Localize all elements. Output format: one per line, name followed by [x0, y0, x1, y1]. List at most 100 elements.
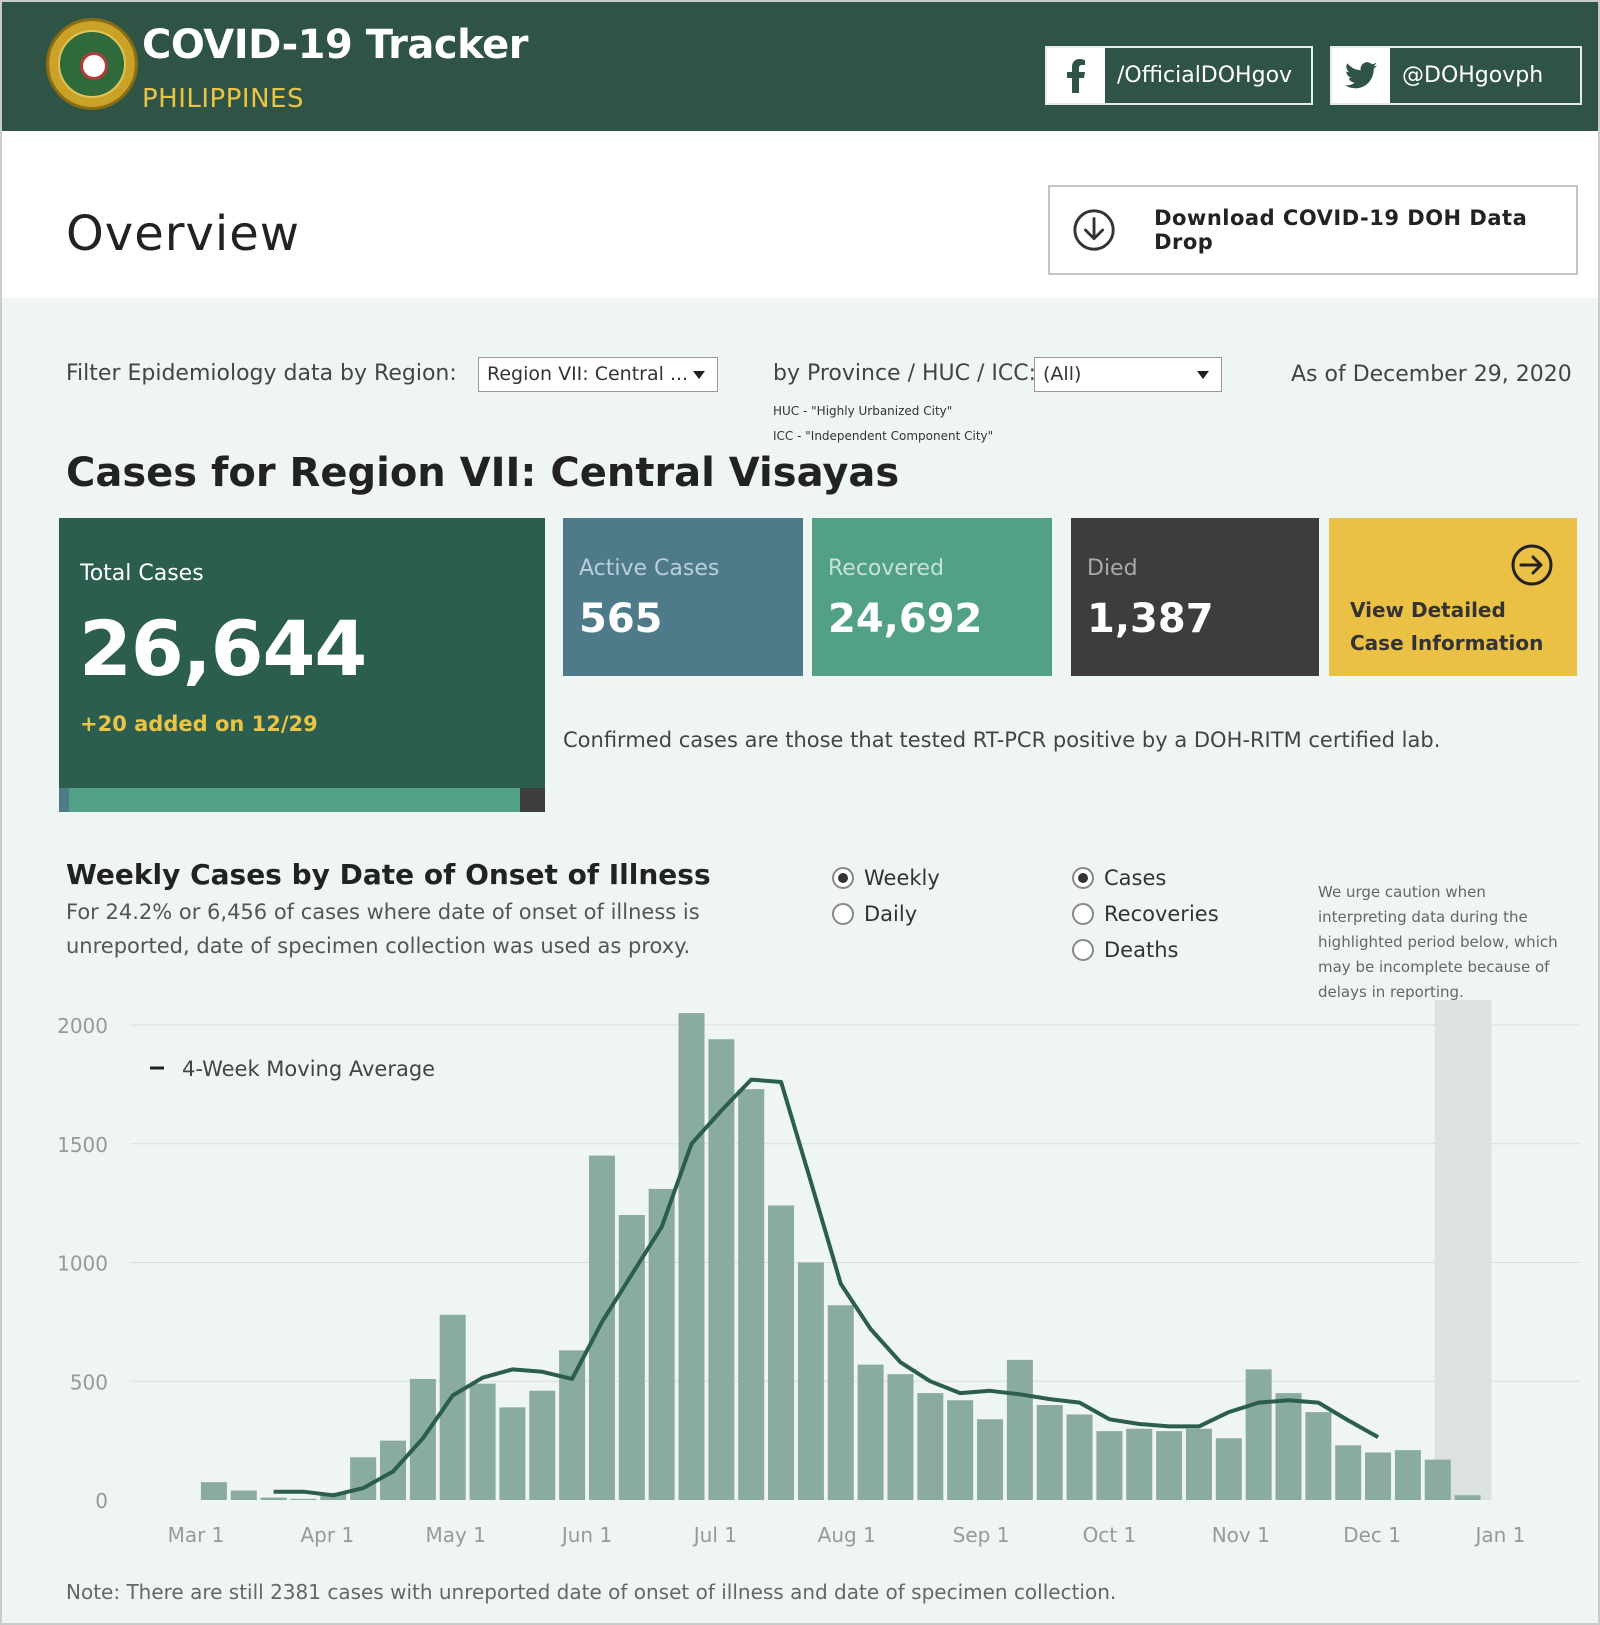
moving-average-line: [273, 1077, 1380, 1498]
radio-deaths[interactable]: Deaths: [1072, 938, 1178, 962]
died-value: 1,387: [1087, 596, 1214, 642]
weekly-cases-bar: [1335, 1445, 1362, 1500]
radio-deaths-label: Deaths: [1104, 938, 1179, 962]
died-card: Died 1,387: [1071, 518, 1319, 676]
radio-unselected-icon: [1072, 903, 1094, 925]
reporting-caution-note: We urge caution when interpreting data d…: [1318, 880, 1568, 1005]
province-dropdown[interactable]: (All): [1034, 357, 1222, 392]
cases-heading: Cases for Region VII: Central Visayas: [66, 450, 900, 496]
weekly-cases-bar: [917, 1393, 944, 1500]
weekly-cases-bar: [1424, 1459, 1451, 1500]
region-dropdown[interactable]: Region VII: Central ...: [478, 357, 718, 392]
cases-added-note: +20 added on 12/29: [80, 712, 318, 736]
weekly-cases-bar: [1454, 1495, 1481, 1500]
as-of-date: As of December 29, 2020: [1291, 362, 1572, 387]
total-cases-value: 26,644: [79, 604, 367, 693]
weekly-cases-bar: [827, 1305, 854, 1500]
radio-cases[interactable]: Cases: [1072, 866, 1166, 890]
x-tick-label: Mar 1: [168, 1523, 225, 1547]
twitter-icon: [1332, 48, 1390, 103]
weekly-chart-subtitle-line2: unreported, date of specimen collection …: [66, 934, 691, 958]
radio-selected-icon: [832, 867, 854, 889]
radio-cases-label: Cases: [1104, 866, 1167, 890]
facebook-link[interactable]: /OfficialDOHgov: [1045, 46, 1313, 105]
recovered-label: Recovered: [828, 556, 945, 581]
caution-line: highlighted period below, which: [1318, 933, 1558, 951]
active-cases-label: Active Cases: [579, 556, 720, 581]
weekly-cases-bar: [1245, 1369, 1272, 1500]
chevron-down-icon: [693, 371, 705, 379]
weekly-cases-bar: [1305, 1412, 1332, 1500]
x-tick-label: Sep 1: [953, 1523, 1010, 1547]
active-cases-card: Active Cases 565: [563, 518, 803, 676]
weekly-cases-bar: [1006, 1359, 1033, 1500]
x-tick-label: Oct 1: [1083, 1523, 1137, 1547]
weekly-cases-bar: [768, 1205, 795, 1500]
x-tick-label: Jun 1: [560, 1523, 612, 1547]
facebook-handle: /OfficialDOHgov: [1117, 63, 1293, 88]
incomplete-period-highlight: [1434, 1000, 1492, 1500]
weekly-cases-bar: [1275, 1393, 1302, 1500]
icc-definition: ICC - "Independent Component City": [773, 429, 994, 443]
caution-line: delays in reporting.: [1318, 983, 1464, 1001]
y-tick-label: 1500: [57, 1133, 108, 1157]
view-detailed-case-button[interactable]: View Detailed Case Information: [1329, 518, 1577, 676]
x-tick-label: Aug 1: [818, 1523, 876, 1547]
weekly-cases-bar: [857, 1364, 884, 1500]
app-header: COVID-19 Tracker PHILIPPINES /OfficialDO…: [2, 2, 1598, 131]
active-cases-value: 565: [579, 596, 663, 642]
twitter-link[interactable]: @DOHgovph: [1330, 46, 1582, 105]
page-title: Overview: [66, 206, 300, 262]
view-detailed-label-line1: View Detailed: [1350, 598, 1506, 622]
confirmed-definition: Confirmed cases are those that tested RT…: [563, 728, 1441, 752]
weekly-cases-bar: [350, 1457, 377, 1500]
recovered-card: Recovered 24,692: [812, 518, 1052, 676]
arrow-right-circle-icon: [1511, 544, 1553, 586]
radio-weekly[interactable]: Weekly: [832, 866, 940, 890]
weekly-chart-title: Weekly Cases by Date of Onset of Illness: [66, 858, 711, 891]
weekly-cases-bar: [887, 1374, 914, 1500]
caution-line: interpreting data during the: [1318, 908, 1528, 926]
case-breakdown-bar: [59, 788, 545, 812]
weekly-cases-bar: [977, 1419, 1004, 1500]
y-tick-label: 500: [70, 1370, 108, 1394]
y-tick-label: 2000: [57, 1014, 108, 1038]
weekly-cases-bar: [1394, 1450, 1421, 1500]
weekly-cases-bar: [1066, 1414, 1093, 1500]
app-title: COVID-19 Tracker: [142, 22, 528, 68]
weekly-cases-bar: [200, 1482, 227, 1500]
download-label: Download COVID-19 DOH Data Drop: [1154, 206, 1528, 254]
weekly-cases-bar: [947, 1400, 974, 1500]
caution-line: may be incomplete because of: [1318, 958, 1550, 976]
total-cases-label: Total Cases: [80, 561, 204, 586]
radio-daily[interactable]: Daily: [832, 902, 917, 926]
weekly-cases-bar: [1126, 1428, 1153, 1500]
weekly-cases-bar: [1215, 1438, 1242, 1500]
twitter-handle: @DOHgovph: [1402, 63, 1544, 88]
weekly-cases-bar: [469, 1383, 496, 1500]
weekly-cases-bar: [1036, 1405, 1063, 1500]
weekly-cases-bar: [678, 1013, 705, 1500]
region-dropdown-value: Region VII: Central ...: [487, 363, 689, 385]
x-tick-label: Nov 1: [1212, 1523, 1270, 1547]
radio-selected-icon: [1072, 867, 1094, 889]
x-tick-label: Jan 1: [1473, 1523, 1525, 1547]
total-cases-card: Total Cases 26,644 +20 added on 12/29: [59, 518, 545, 788]
weekly-cases-bar: [1185, 1428, 1212, 1500]
weekly-cases-bar: [1096, 1431, 1123, 1500]
y-tick-label: 0: [95, 1489, 108, 1513]
y-tick-label: 1000: [57, 1252, 108, 1276]
region-filter-label: Filter Epidemiology data by Region:: [66, 361, 457, 386]
radio-recoveries[interactable]: Recoveries: [1072, 902, 1219, 926]
chevron-down-icon: [1197, 371, 1209, 379]
recovered-share-segment: [69, 788, 520, 812]
weekly-cases-bar: [559, 1350, 586, 1500]
download-data-drop-button[interactable]: Download COVID-19 DOH Data Drop: [1048, 185, 1578, 275]
weekly-cases-bar: [529, 1390, 556, 1500]
died-share-segment: [519, 788, 545, 812]
province-filter-label: by Province / HUC / ICC:: [773, 361, 1037, 386]
radio-unselected-icon: [832, 903, 854, 925]
weekly-cases-bar: [499, 1407, 526, 1500]
weekly-cases-bar: [260, 1497, 287, 1500]
